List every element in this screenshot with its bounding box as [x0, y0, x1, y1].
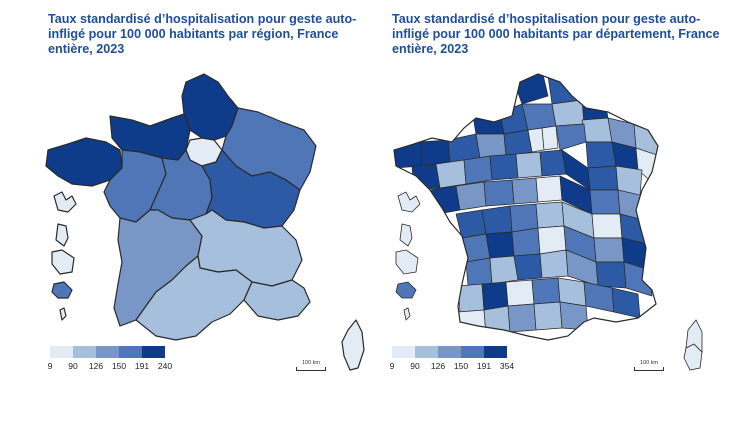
- region-martinique[interactable]: [55, 223, 69, 247]
- departement[interactable]: [463, 155, 493, 185]
- legend-swatch-4: [119, 346, 142, 358]
- region-map: [45, 73, 365, 371]
- region-guyane[interactable]: [51, 249, 75, 275]
- departement[interactable]: [559, 301, 589, 331]
- legend-swatch-4: [461, 346, 484, 358]
- legend-tick: 191: [134, 361, 150, 371]
- scale-bar-label: 100 km: [639, 360, 659, 366]
- legend-tick: 126: [88, 361, 104, 371]
- legend-swatch-2: [73, 346, 96, 358]
- departement[interactable]: [541, 125, 559, 151]
- departement[interactable]: [429, 185, 461, 215]
- departement[interactable]: [447, 133, 481, 163]
- departement[interactable]: [557, 277, 587, 307]
- departement-legend: 9 90 126 150 191 354: [389, 346, 532, 375]
- region-map-panel: Taux standardisé d’hospitalisation pour …: [45, 12, 365, 375]
- legend-tick: 240: [157, 361, 173, 371]
- region-mayotte[interactable]: [59, 307, 67, 321]
- legend-swatch-5: [142, 346, 165, 358]
- legend-tick: 90: [68, 361, 78, 371]
- departement[interactable]: [503, 129, 533, 157]
- departement[interactable]: [593, 237, 625, 263]
- departement[interactable]: [589, 189, 621, 215]
- departement[interactable]: [551, 99, 585, 127]
- departement[interactable]: [623, 261, 653, 297]
- departement[interactable]: [507, 303, 537, 333]
- departement[interactable]: [585, 141, 617, 169]
- departement-martinique[interactable]: [399, 223, 413, 247]
- departement[interactable]: [511, 227, 541, 257]
- departement[interactable]: [535, 175, 563, 203]
- departement-guadeloupe[interactable]: [397, 191, 421, 213]
- departement-map-panel: Taux standardisé d’hospitalisation pour …: [372, 0, 744, 444]
- legend-tick: 150: [111, 361, 127, 371]
- departement[interactable]: [539, 149, 567, 177]
- departement-guyane[interactable]: [395, 249, 419, 275]
- legend-tick: 191: [476, 361, 492, 371]
- departement[interactable]: [511, 177, 539, 205]
- departement[interactable]: [455, 181, 487, 211]
- departement-map: [393, 73, 703, 371]
- scale-bar: 100 km: [296, 360, 326, 374]
- departement-la-reunion[interactable]: [395, 281, 417, 299]
- departement[interactable]: [505, 279, 535, 307]
- departement[interactable]: [483, 179, 515, 207]
- departement[interactable]: [521, 103, 557, 131]
- legend-swatch-1: [392, 346, 415, 358]
- scale-bar: 100 km: [634, 360, 664, 374]
- departement[interactable]: [475, 133, 507, 159]
- departement[interactable]: [513, 253, 543, 281]
- departement[interactable]: [591, 213, 623, 239]
- departement[interactable]: [611, 287, 641, 319]
- legend-tick: 150: [453, 361, 469, 371]
- departement[interactable]: [489, 255, 519, 285]
- legend-tick: 9: [47, 361, 53, 371]
- departement[interactable]: [465, 257, 493, 287]
- departement-haute-corse[interactable]: [685, 319, 703, 353]
- legend-swatch-5: [484, 346, 507, 358]
- france-outline: [393, 73, 659, 341]
- departement[interactable]: [509, 203, 539, 233]
- departement[interactable]: [435, 159, 467, 189]
- scale-bar-label: 100 km: [301, 360, 321, 366]
- region-legend: 9 90 126 150 191 240: [47, 346, 190, 375]
- departement[interactable]: [485, 231, 515, 259]
- departement[interactable]: [457, 283, 485, 313]
- departement[interactable]: [587, 165, 619, 191]
- region-occitanie[interactable]: [135, 255, 253, 341]
- legend-tick: 90: [410, 361, 420, 371]
- region-la-reunion[interactable]: [51, 281, 73, 299]
- departement[interactable]: [555, 123, 587, 151]
- departement[interactable]: [461, 233, 491, 263]
- legend-tick: 126: [430, 361, 446, 371]
- legend-swatch-3: [96, 346, 119, 358]
- legend-tick: 354: [499, 361, 515, 371]
- region-map-title: Taux standardisé d’hospitalisation pour …: [48, 12, 357, 56]
- departement[interactable]: [471, 109, 505, 135]
- departement[interactable]: [483, 305, 511, 335]
- departement[interactable]: [531, 277, 561, 305]
- departement[interactable]: [481, 281, 509, 311]
- departement[interactable]: [539, 249, 569, 279]
- departement[interactable]: [581, 117, 613, 143]
- region-corse[interactable]: [341, 319, 365, 371]
- departement[interactable]: [515, 151, 543, 179]
- region-provence-alpes-cote-d-azur[interactable]: [243, 279, 311, 321]
- departement-map-title: Taux standardisé d’hospitalisation pour …: [392, 12, 720, 56]
- departement[interactable]: [419, 139, 451, 167]
- legend-swatch-2: [415, 346, 438, 358]
- legend-swatch-3: [438, 346, 461, 358]
- departement[interactable]: [481, 205, 513, 235]
- departement[interactable]: [535, 201, 565, 229]
- region-guadeloupe[interactable]: [53, 191, 77, 213]
- legend-swatch-1: [50, 346, 73, 358]
- departement-mayotte[interactable]: [403, 307, 411, 321]
- departement[interactable]: [595, 261, 627, 289]
- departement[interactable]: [489, 153, 519, 181]
- departement[interactable]: [537, 225, 567, 255]
- departement[interactable]: [533, 301, 563, 331]
- legend-tick: 9: [389, 361, 395, 371]
